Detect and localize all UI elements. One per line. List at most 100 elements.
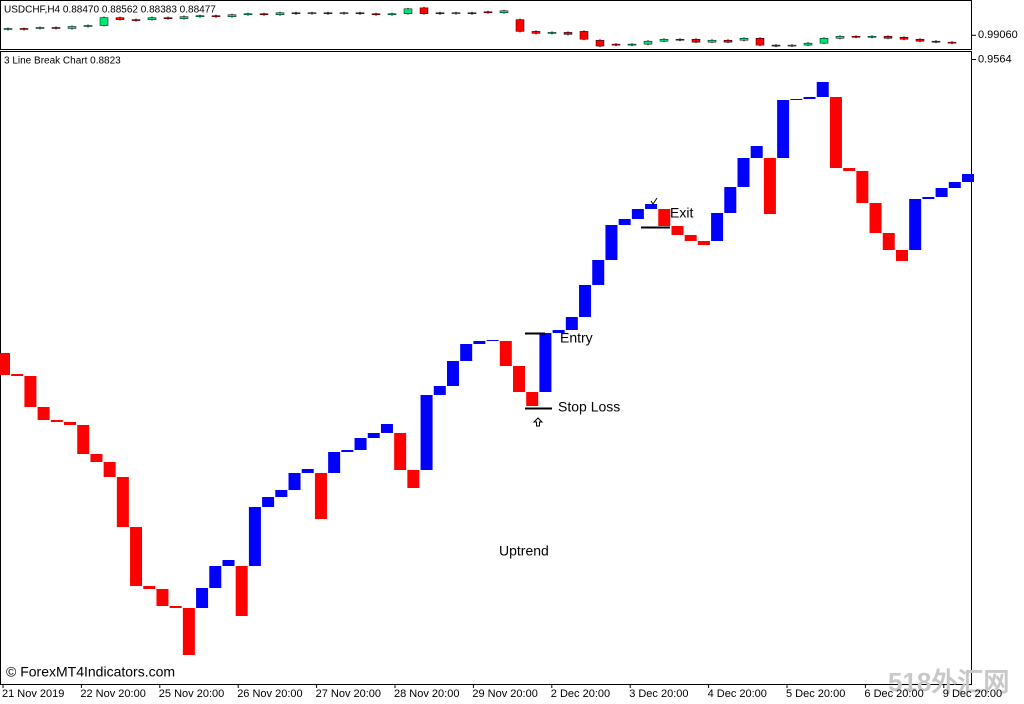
- brick: [513, 366, 526, 392]
- candle-body: [675, 38, 685, 41]
- brick: [354, 438, 367, 450]
- brick: [816, 82, 829, 97]
- brick: [777, 100, 790, 158]
- candle-body: [627, 43, 637, 46]
- candle-body: [851, 36, 861, 38]
- candle-body: [835, 36, 845, 39]
- candle-body: [483, 11, 493, 14]
- brick: [420, 395, 433, 470]
- brick: [539, 333, 552, 392]
- brick: [948, 182, 961, 188]
- candle-body: [659, 38, 669, 42]
- brick: [37, 407, 50, 420]
- brick: [143, 586, 156, 589]
- candle-body: [163, 17, 173, 19]
- brick: [962, 174, 974, 182]
- annotation: Uptrend: [499, 543, 549, 559]
- candle-body: [803, 42, 813, 46]
- x-tick-label: 21 Nov 2019: [2, 688, 64, 700]
- candle-body: [547, 32, 557, 34]
- brick: [711, 213, 724, 241]
- brick: [565, 317, 578, 330]
- brick: [222, 560, 235, 566]
- candle-body: [723, 39, 733, 43]
- top-panel-title: USDCHF,H4 0.88470 0.88562 0.88383 0.8847…: [4, 5, 216, 16]
- candle-body: [707, 39, 717, 43]
- brick: [103, 462, 116, 477]
- y-tick-label: 0.9564: [978, 53, 1012, 65]
- brick: [24, 376, 37, 407]
- brick: [209, 566, 222, 588]
- candle-body: [3, 28, 13, 30]
- candle-body: [307, 12, 317, 15]
- candle-body: [227, 14, 237, 17]
- candle-body: [451, 12, 461, 15]
- brick: [156, 589, 169, 606]
- candle-body: [435, 12, 445, 15]
- brick: [314, 473, 327, 519]
- candle-body: [291, 12, 301, 15]
- brick: [909, 199, 922, 250]
- brick: [460, 344, 473, 361]
- candle-body: [499, 10, 509, 14]
- x-tick-label: 9 Dec 20:00: [943, 688, 1002, 700]
- brick: [829, 97, 842, 168]
- brick: [50, 420, 63, 422]
- candle-body: [371, 13, 381, 15]
- brick: [301, 469, 314, 473]
- brick: [882, 233, 895, 250]
- brick: [394, 433, 407, 470]
- candle-body: [899, 37, 909, 40]
- brick: [116, 477, 129, 527]
- candle-body: [595, 39, 605, 47]
- main-panel-title: 3 Line Break Chart 0.8823: [4, 56, 121, 67]
- candle-body: [755, 37, 765, 46]
- x-tick-label: 29 Nov 20:00: [472, 688, 537, 700]
- brick: [645, 204, 658, 209]
- brick: [446, 361, 459, 386]
- candle-body: [467, 12, 477, 15]
- brick: [367, 433, 380, 438]
- brick: [433, 386, 446, 395]
- x-tick-label: 22 Nov 20:00: [80, 688, 145, 700]
- brick: [182, 608, 195, 655]
- candle-body: [243, 13, 253, 15]
- candle-body: [867, 36, 877, 38]
- brick: [856, 171, 869, 203]
- candle-body: [275, 12, 285, 15]
- brick: [843, 168, 856, 171]
- candle-body: [915, 38, 925, 42]
- brick: [196, 588, 209, 608]
- brick: [631, 209, 644, 219]
- brick: [90, 454, 103, 462]
- brick: [248, 507, 261, 566]
- candle-body: [515, 19, 525, 32]
- candle-body: [883, 36, 893, 39]
- brick: [11, 374, 24, 376]
- candle-body: [579, 31, 589, 40]
- candle-body: [99, 17, 109, 26]
- candle-body: [355, 12, 365, 15]
- brick: [579, 285, 592, 317]
- brick: [341, 450, 354, 452]
- x-tick-label: 28 Nov 20:00: [394, 688, 459, 700]
- brick: [552, 330, 565, 333]
- x-tick-label: 25 Nov 20:00: [159, 688, 224, 700]
- x-tick-label: 27 Nov 20:00: [316, 688, 381, 700]
- candle-body: [35, 27, 45, 29]
- candle-body: [611, 43, 621, 46]
- x-tick-label: 4 Dec 20:00: [708, 688, 767, 700]
- brick: [275, 490, 288, 497]
- brick: [169, 606, 182, 608]
- candle-body: [931, 40, 941, 43]
- candle-body: [339, 12, 349, 15]
- candle-body: [771, 44, 781, 47]
- brick: [895, 250, 908, 261]
- candle-body: [83, 25, 93, 27]
- candle-body: [131, 19, 141, 21]
- candle-body: [691, 38, 701, 43]
- brick: [526, 392, 539, 406]
- candle-body: [419, 7, 429, 14]
